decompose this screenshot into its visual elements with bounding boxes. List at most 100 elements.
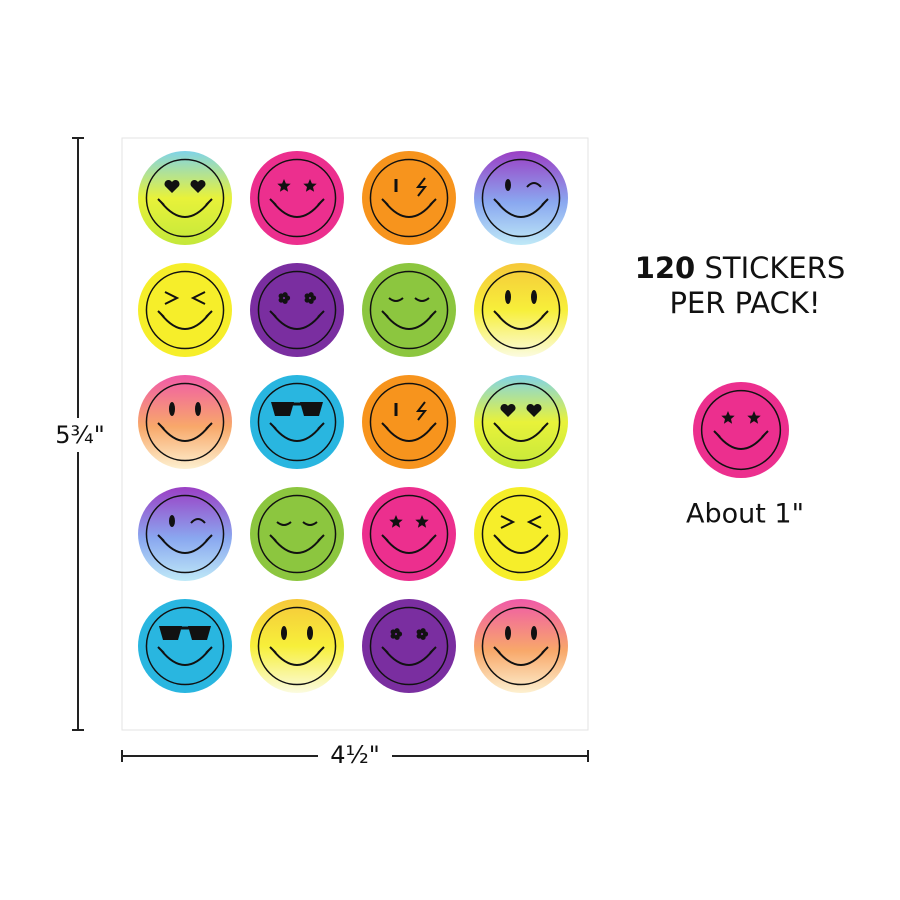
sticker-body	[474, 151, 568, 245]
sticker	[138, 487, 232, 581]
sticker-body	[250, 375, 344, 469]
sticker	[250, 487, 344, 581]
sticker	[138, 151, 232, 245]
face-outline	[145, 270, 225, 350]
eye	[420, 628, 426, 634]
eye	[278, 297, 284, 303]
face-outline	[257, 158, 337, 238]
sticker-body	[138, 487, 232, 581]
smile	[269, 310, 325, 330]
pack-line-2: PER PACK!	[669, 286, 820, 320]
sticker-body	[250, 487, 344, 581]
face-outline	[481, 606, 561, 686]
label-bg	[318, 740, 392, 772]
eye	[416, 629, 422, 635]
face-outline	[257, 270, 337, 350]
face-outline	[145, 382, 225, 462]
eye	[416, 633, 422, 639]
width-label: 4½"	[330, 741, 380, 769]
smile	[157, 198, 213, 218]
smile	[269, 534, 325, 554]
eye	[531, 290, 537, 304]
eye	[188, 626, 211, 640]
stickers	[138, 151, 789, 693]
eye	[302, 521, 318, 526]
smile	[157, 534, 213, 554]
sticker	[362, 151, 456, 245]
eye	[389, 515, 403, 528]
eye	[500, 515, 516, 529]
sticker	[474, 375, 568, 469]
face-outline	[369, 158, 449, 238]
smile	[381, 198, 437, 218]
sticker-body	[362, 375, 456, 469]
face-outline	[481, 382, 561, 462]
eye	[195, 402, 201, 416]
eye	[747, 411, 761, 424]
eye	[190, 518, 206, 524]
sticker-body	[474, 599, 568, 693]
face-outline	[257, 606, 337, 686]
smile	[157, 422, 213, 442]
sticker	[362, 263, 456, 357]
eye	[415, 515, 429, 528]
face-outline	[257, 494, 337, 574]
eye	[526, 403, 542, 417]
label-bg	[55, 418, 105, 452]
smile	[381, 422, 437, 442]
sticker-body	[362, 599, 456, 693]
face-outline	[481, 158, 561, 238]
eye	[159, 626, 182, 640]
sticker	[250, 375, 344, 469]
eye	[308, 292, 314, 298]
eye	[164, 179, 180, 193]
face-outline	[369, 606, 449, 686]
eye	[304, 297, 310, 303]
sticker-body	[138, 151, 232, 245]
sticker	[362, 375, 456, 469]
face-outline	[481, 270, 561, 350]
smile	[157, 310, 213, 330]
eye	[721, 411, 735, 424]
eye	[282, 298, 288, 304]
eye	[304, 293, 310, 299]
sticker	[362, 599, 456, 693]
eye	[190, 179, 206, 193]
eye	[169, 515, 175, 527]
eye	[276, 521, 292, 526]
face-outline	[700, 389, 782, 471]
smile	[493, 198, 549, 218]
sticker-body	[474, 487, 568, 581]
sticker	[138, 263, 232, 357]
sticker	[693, 382, 789, 478]
eye	[271, 402, 294, 416]
sticker-body	[474, 375, 568, 469]
smile	[269, 198, 325, 218]
sticker-body	[362, 263, 456, 357]
face-outline	[481, 494, 561, 574]
sticker-body	[138, 263, 232, 357]
eye	[281, 626, 287, 640]
eye	[390, 629, 396, 635]
face-outline	[369, 382, 449, 462]
eye	[526, 182, 542, 188]
eye	[308, 298, 314, 304]
face-outline	[145, 158, 225, 238]
face-outline	[257, 382, 337, 462]
eye	[390, 633, 396, 639]
eye	[394, 634, 400, 640]
pack-count: 120	[635, 251, 696, 285]
height-label: 5¾"	[55, 421, 105, 449]
face-outline	[369, 494, 449, 574]
sticker-body	[138, 599, 232, 693]
sticker-body	[250, 151, 344, 245]
sticker-body	[138, 375, 232, 469]
smile	[493, 534, 549, 554]
eye	[414, 297, 430, 302]
face-outline	[369, 270, 449, 350]
eye	[277, 179, 291, 192]
smile	[381, 310, 437, 330]
eye	[307, 626, 313, 640]
sticker-body	[474, 263, 568, 357]
